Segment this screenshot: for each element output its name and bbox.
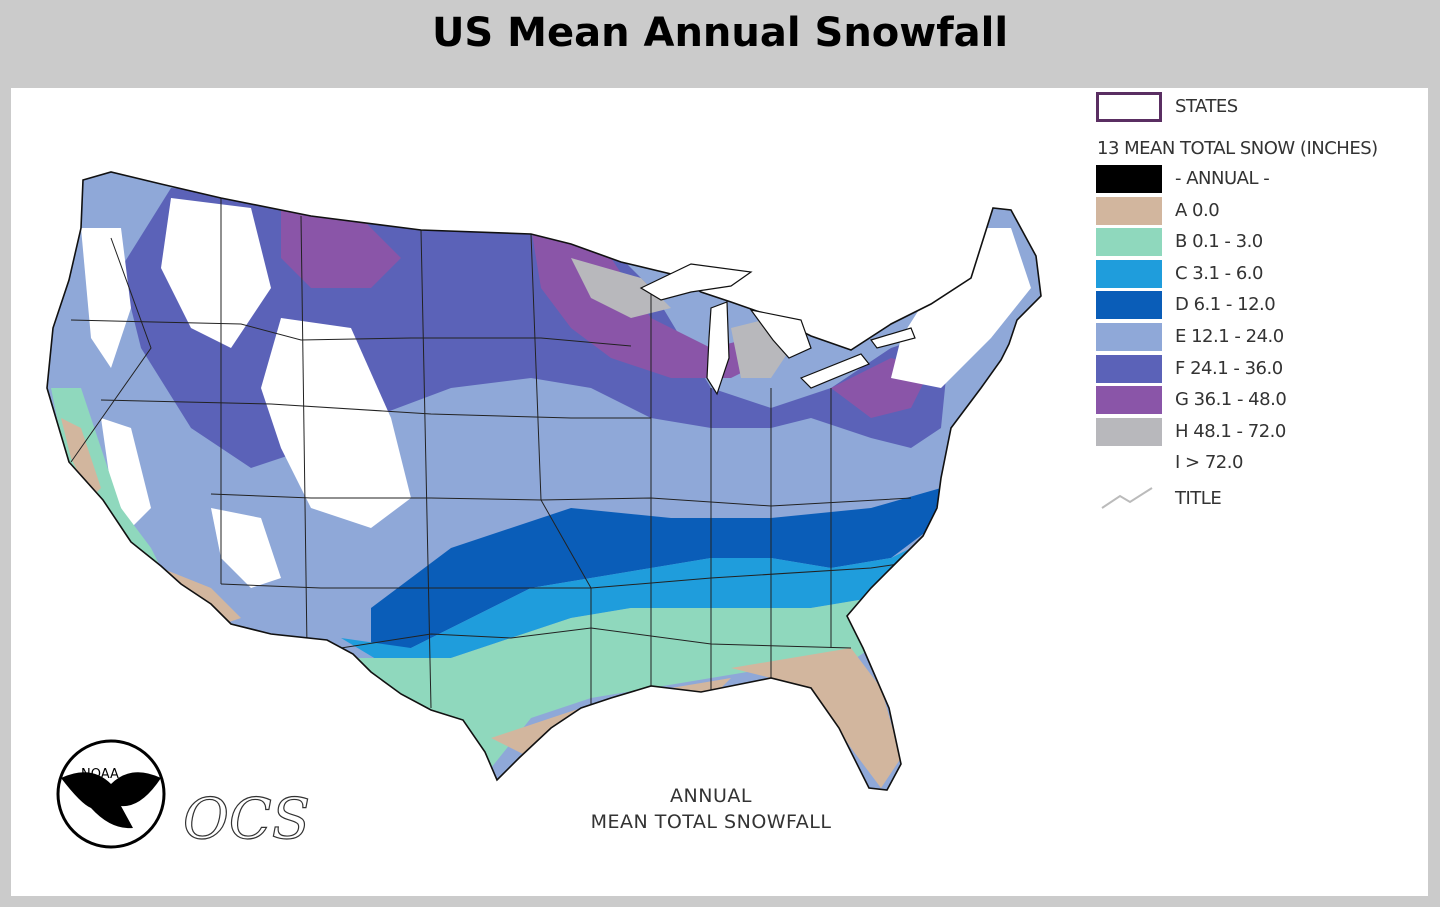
legend-swatch (1096, 291, 1162, 320)
legend-item-label: B 0.1 - 3.0 (1175, 231, 1263, 253)
legend-states-label: STATES (1175, 96, 1238, 117)
legend-swatch (1096, 354, 1162, 383)
legend-item-label: D 6.1 - 12.0 (1175, 294, 1276, 316)
legend-item-label: G 36.1 - 48.0 (1175, 389, 1287, 411)
region-i-rockies (261, 318, 411, 528)
page-title: US Mean Annual Snowfall (431, 10, 1009, 56)
legend-item: E 12.1 - 24.0 (1096, 322, 1426, 352)
region-i-sierra (101, 418, 151, 528)
region-i-idaho (161, 198, 271, 348)
legend-title-row: TITLE (1096, 484, 1426, 514)
legend-item-label: F 24.1 - 36.0 (1175, 357, 1283, 379)
legend-item: H 48.1 - 72.0 (1096, 417, 1426, 447)
noaa-logo-text: NOAA (81, 767, 119, 782)
legend-item-label: - ANNUAL - (1175, 168, 1270, 189)
legend-item: F 24.1 - 36.0 (1096, 354, 1426, 384)
map-caption-line1: ANNUAL (670, 785, 752, 807)
map-panel: NOAA OCS STATES 13 MEAN TOTAL SNOW (INCH… (11, 88, 1428, 896)
legend-swatch (1096, 323, 1162, 351)
legend-swatch (1096, 417, 1162, 446)
region-i-northeast (891, 228, 1031, 388)
region-g-montana (281, 208, 401, 288)
legend-swatch (1096, 228, 1162, 257)
region-c-south (341, 538, 931, 668)
legend-item-label: E 12.1 - 24.0 (1175, 326, 1284, 347)
legend-swatch (1096, 165, 1162, 193)
legend-heading: 13 MEAN TOTAL SNOW (INCHES) (1097, 138, 1378, 159)
title-line-icon (1101, 487, 1153, 509)
region-i-utah (211, 508, 281, 588)
ocs-logo-text: OCS (183, 787, 310, 852)
region-h-great-lakes (571, 258, 671, 318)
snowfall-regions (47, 172, 1041, 790)
legend-item: A 0.0 (1096, 196, 1426, 226)
legend-swatch (1096, 386, 1162, 415)
states-swatch (1096, 92, 1162, 122)
legend-swatch (1096, 196, 1162, 225)
map-caption: ANNUAL MEAN TOTAL SNOWFALL (571, 783, 851, 835)
noaa-logo (56, 739, 166, 849)
map-caption-line2: MEAN TOTAL SNOWFALL (590, 811, 832, 833)
legend-states-row: STATES (1096, 92, 1426, 122)
region-a-california-coast (61, 418, 101, 498)
legend-item: G 36.1 - 48.0 (1096, 385, 1426, 415)
legend-item-label: A 0.0 (1175, 199, 1220, 221)
lake-michigan (706, 301, 730, 396)
legend-item: C 3.1 - 6.0 (1096, 259, 1426, 289)
region-i-cascades (81, 228, 131, 368)
legend-item: D 6.1 - 12.0 (1096, 290, 1426, 320)
legend-item: I > 72.0 (1096, 448, 1426, 478)
legend-item-label: I > 72.0 (1175, 452, 1243, 474)
lake-ontario (870, 327, 916, 349)
great-lakes (639, 263, 916, 396)
noaa-bird-icon (61, 772, 161, 829)
region-b-southeast (351, 598, 871, 768)
legend-item-label: H 48.1 - 72.0 (1175, 420, 1286, 442)
legend-item-label: C 3.1 - 6.0 (1175, 262, 1263, 284)
us-outline (46, 171, 1042, 791)
legend-swatch (1096, 449, 1162, 478)
lake-superior (639, 263, 753, 301)
legend-swatch (1096, 259, 1162, 288)
legend-item: B 0.1 - 3.0 (1096, 227, 1426, 257)
region-d-south (371, 488, 941, 648)
snowfall-map: NOAA OCS (46, 171, 1042, 853)
state-boundaries (70, 198, 942, 709)
lake-erie (799, 353, 870, 389)
lake-huron (749, 309, 812, 359)
legend-item: - ANNUAL - (1096, 164, 1426, 194)
legend-title-label: TITLE (1175, 488, 1222, 509)
region-a-florida (731, 648, 901, 788)
